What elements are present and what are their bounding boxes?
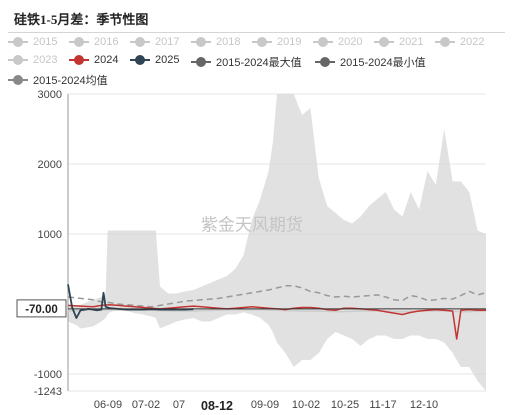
legend-item-2015[interactable]: 2015 [8, 36, 57, 48]
legend-marker-icon [374, 37, 394, 47]
series-line-2024 [67, 303, 486, 340]
legend-label: 2017 [155, 36, 180, 48]
legend-label: 2019 [277, 36, 302, 48]
y-tick-label: 2000 [38, 159, 62, 171]
legend-marker-icon [435, 37, 455, 47]
legend-item-2015-2024最大值[interactable]: 2015-2024最大值 [191, 54, 302, 70]
y-tick-label: 3000 [38, 89, 62, 101]
legend-label: 2016 [94, 36, 119, 48]
legend-item-2019[interactable]: 2019 [252, 36, 301, 48]
legend-marker-icon [8, 75, 28, 85]
legend-marker-icon [69, 37, 89, 47]
legend-label: 2025 [155, 54, 180, 66]
x-tick-label: 06-09 [94, 399, 122, 411]
legend-item-2020[interactable]: 2020 [313, 36, 362, 48]
legend-marker-icon [315, 57, 335, 67]
title-divider [8, 32, 505, 33]
x-tick-label: 10-25 [331, 399, 359, 411]
legend-marker-icon [191, 37, 211, 47]
x-tick-label: 07 [173, 399, 185, 411]
legend-label: 2021 [399, 36, 424, 48]
legend-item-2018[interactable]: 2018 [191, 36, 240, 48]
x-tick-label: 12-10 [410, 399, 438, 411]
chart-title: 硅铁1-5月差：季节性图 [14, 12, 149, 27]
legend-item-2025[interactable]: 2025 [130, 54, 179, 66]
legend-label: 2022 [460, 36, 485, 48]
legend-marker-icon [8, 37, 28, 47]
legend-label: 2018 [216, 36, 241, 48]
y-tick-label: 1000 [38, 229, 62, 241]
legend-item-2024[interactable]: 2024 [69, 54, 118, 66]
legend-item-2023[interactable]: 2023 [8, 54, 57, 66]
x-pointer-label: 08-12 [201, 399, 233, 413]
series-line-2025 [67, 284, 194, 319]
legend-marker-icon [130, 55, 150, 65]
legend-marker-icon [8, 55, 28, 65]
legend-label: 2015 [33, 36, 58, 48]
y-tick-label: -1243 [34, 386, 62, 398]
x-tick-label: 09-09 [251, 399, 279, 411]
legend-marker-icon [313, 37, 333, 47]
legend-label: 2015-2024均值 [33, 75, 108, 87]
x-tick-label: 11-17 [369, 399, 396, 411]
legend-marker-icon [252, 37, 272, 47]
legend-marker-icon [130, 37, 150, 47]
series-line-2015-2024均值 [67, 285, 487, 308]
legend-item-2015-2024最小值[interactable]: 2015-2024最小值 [315, 54, 426, 70]
legend-label: 2023 [33, 54, 58, 66]
x-tick-label: 07-02 [132, 399, 160, 411]
max-min-range-band [68, 94, 486, 391]
legend-label: 2015-2024最大值 [216, 57, 302, 69]
legend-marker-icon [69, 55, 89, 65]
legend-item-2022[interactable]: 2022 [435, 36, 484, 48]
x-tick-label: 10-02 [292, 399, 320, 411]
watermark-text: 紫金天风期货 [201, 215, 303, 235]
legend-item-2015-2024均值[interactable]: 2015-2024均值 [8, 72, 108, 88]
legend-label: 2020 [338, 36, 363, 48]
legend-marker-icon [191, 57, 211, 67]
legend-item-2017[interactable]: 2017 [130, 36, 179, 48]
y-tick-label: -1000 [34, 369, 62, 381]
legend-label: 2015-2024最小值 [340, 57, 426, 69]
x-pointer-badge [197, 395, 237, 414]
y-pointer-label: -70.00 [25, 304, 58, 316]
legend-label: 2024 [94, 54, 119, 66]
y-pointer-badge [16, 299, 67, 318]
legend-item-2021[interactable]: 2021 [374, 36, 423, 48]
legend-item-2016[interactable]: 2016 [69, 36, 118, 48]
